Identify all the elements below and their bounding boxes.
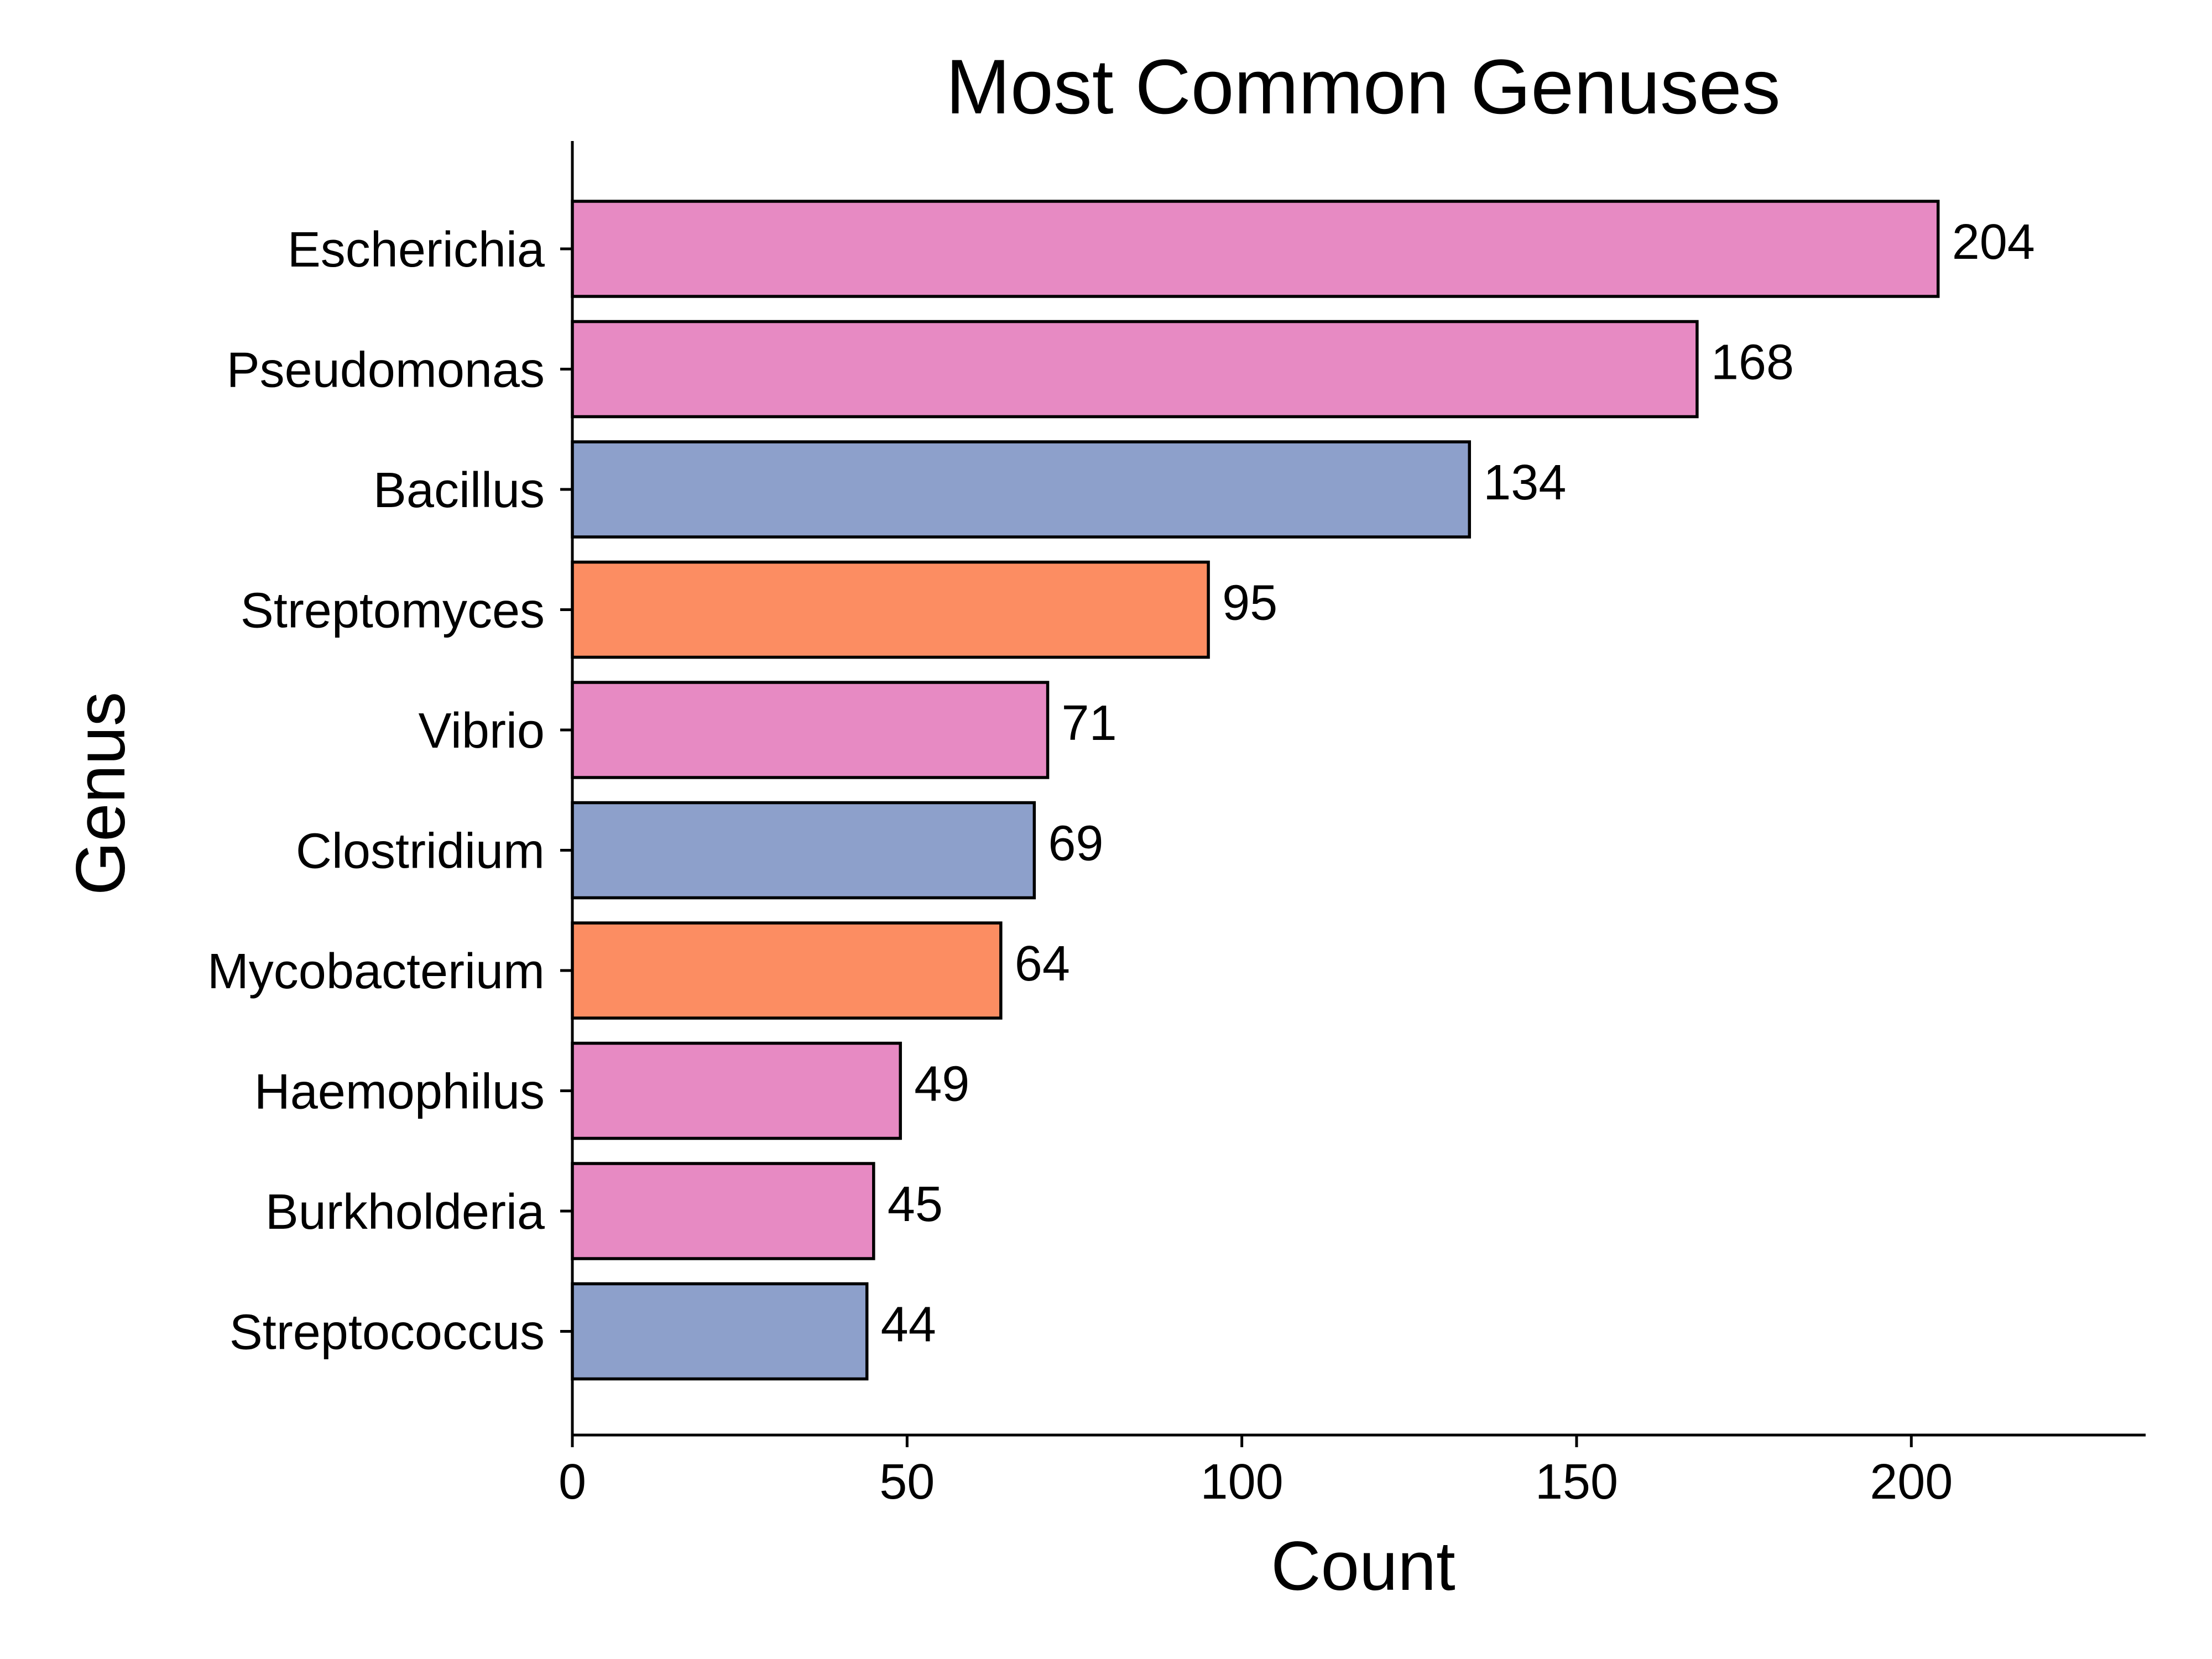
data-label: 134 — [1483, 455, 1566, 510]
data-label: 168 — [1711, 335, 1794, 390]
x-tick-label: 150 — [1535, 1454, 1618, 1510]
data-label: 45 — [888, 1177, 943, 1232]
bar-mycobacterium — [571, 921, 1003, 1020]
y-tick-label: Streptomyces — [241, 583, 545, 639]
bar-streptomyces — [571, 560, 1210, 659]
y-tick-label: Burkholderia — [265, 1185, 545, 1240]
bar-burkholderia — [571, 1162, 875, 1260]
y-axis-label: Genus — [62, 692, 139, 895]
bar-haemophilus — [571, 1041, 902, 1140]
y-tick-label: Pseudomonas — [227, 343, 545, 398]
data-label: 71 — [1062, 696, 1117, 751]
chart-title: Most Common Genuses — [946, 43, 1780, 130]
bar-escherichia — [571, 200, 1940, 298]
y-tick-label: Mycobacterium — [207, 944, 545, 999]
data-label: 49 — [914, 1057, 969, 1112]
bar-streptococcus — [571, 1282, 869, 1381]
x-tick-label: 200 — [1870, 1454, 1953, 1510]
bar-vibrio — [571, 681, 1050, 779]
y-tick-label: Haemophilus — [254, 1065, 545, 1120]
x-tick-label: 100 — [1201, 1454, 1284, 1510]
data-label: 64 — [1015, 936, 1070, 992]
y-tick-label: Clostridium — [296, 824, 545, 879]
x-tick-label: 50 — [879, 1454, 935, 1510]
y-tick-label: Bacillus — [373, 463, 545, 518]
y-tick-label: Vibrio — [419, 703, 545, 759]
y-tick-label: Streptococcus — [229, 1305, 545, 1360]
data-label: 95 — [1222, 576, 1277, 631]
data-label: 69 — [1048, 816, 1103, 872]
x-axis-label: Count — [1271, 1528, 1455, 1605]
y-tick-label: Escherichia — [288, 222, 545, 278]
bar-pseudomonas — [571, 320, 1699, 419]
data-label: 204 — [1952, 215, 2035, 270]
bar-bacillus — [571, 440, 1472, 539]
plot-area: 0 50 100 150 200 Escherichia 204 Pseudomonas 168… — [207, 141, 2146, 1510]
data-label: 44 — [881, 1297, 936, 1353]
x-tick-label: 0 — [559, 1454, 586, 1510]
bar-clostridium — [571, 801, 1036, 900]
